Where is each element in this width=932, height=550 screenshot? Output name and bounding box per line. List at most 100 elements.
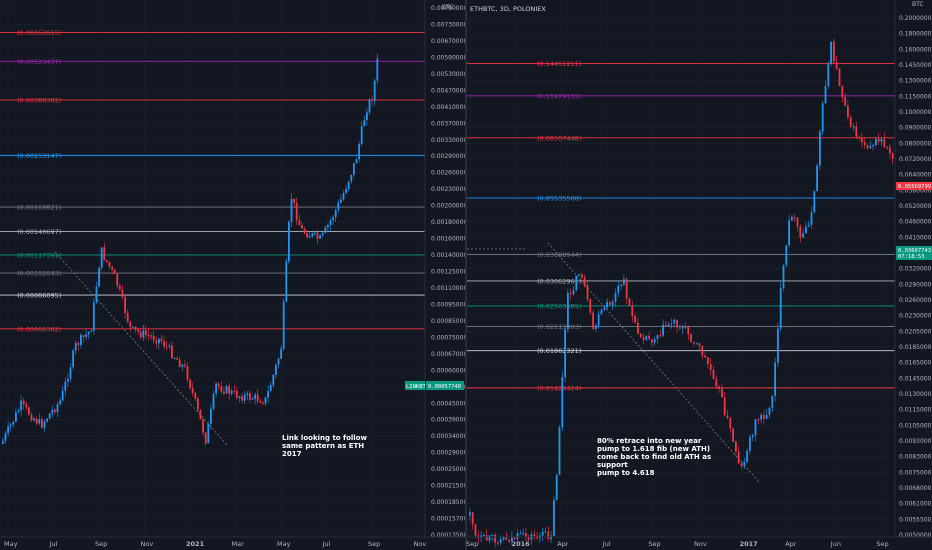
candle-body [171, 345, 173, 359]
candle-body [324, 227, 327, 233]
candle-body [249, 393, 251, 400]
candle-body [541, 531, 544, 536]
candle-body [578, 274, 580, 276]
candle-body [132, 326, 134, 328]
candle-body [93, 302, 95, 331]
candle-body [220, 386, 223, 392]
x-tick-label: 2016 [512, 540, 531, 548]
candle-body [280, 348, 282, 359]
right-x-axis: Sep 2016 Apr Jul Sep Nov 2017 Apr Jun Sep [466, 540, 889, 548]
right-fib-levels: (0.14451211) (0.11479135) (0.08507448) (0.0… [467, 60, 895, 392]
candle-body [90, 330, 93, 332]
y-tick-label: 0.00730000 [431, 21, 467, 28]
y-tick-label: 0.01050000 [899, 422, 932, 429]
candle-body [176, 358, 178, 360]
y-tick-label: 0.01850000 [899, 344, 932, 351]
y-tick-label: 0.00500000 [899, 532, 932, 539]
candle-body [165, 346, 168, 348]
ethbtc-panel[interactable]: (0.14451211) (0.11479135) (0.08507448) (0.0… [466, 0, 932, 548]
candle-body [645, 335, 648, 340]
candle-body [311, 233, 314, 237]
candle-body [838, 68, 841, 87]
candle-body [54, 409, 56, 413]
candle-body [103, 247, 106, 261]
candle-body [667, 324, 670, 327]
y-tick-label: 0.00029000 [431, 450, 467, 457]
candle-body [508, 539, 510, 542]
candle-body [64, 381, 67, 391]
candle-body [22, 400, 25, 405]
candle-body [241, 396, 243, 401]
candle-body [168, 345, 171, 347]
candle-body [199, 409, 202, 420]
y-tick-label: 0.00410000 [431, 104, 467, 111]
candle-body [119, 285, 121, 290]
candle-body [816, 165, 818, 192]
y-tick-label: 0.00530000 [431, 71, 467, 78]
fib-level-label: (0.05535568) [537, 195, 581, 203]
candle-body [603, 307, 606, 310]
y-tick-label: 0.02900000 [899, 281, 932, 288]
candle-body [600, 309, 603, 315]
candle-body [589, 299, 592, 313]
candle-body [802, 233, 804, 238]
candle-body [527, 537, 530, 540]
candle-body [210, 408, 212, 425]
candle-body [72, 350, 74, 368]
fib-level-label: (0.00117391) [17, 251, 61, 259]
candle-body [765, 414, 768, 419]
candle-body [189, 379, 191, 389]
candle-body [262, 402, 264, 404]
candle-body [799, 226, 802, 238]
candle-body [793, 217, 796, 219]
price-flag-time: 07:18:53 [898, 254, 925, 260]
candle-body [152, 335, 155, 341]
left-fib-levels: (0.00653615) (0.00523437) (0.00388302) (0.0… [0, 29, 425, 333]
candle-body [676, 319, 678, 328]
candle-body [544, 531, 547, 533]
candle-body [259, 401, 262, 403]
candle-body [295, 202, 298, 221]
candle-body [569, 292, 572, 295]
fib-level-label: (0.03698944) [537, 251, 581, 259]
left-symbol-flag [405, 381, 425, 390]
y-tick-label: 0.04100000 [899, 234, 932, 241]
candle-body [698, 343, 701, 346]
candle-body [371, 99, 373, 101]
fib-level-label: (0.08507448) [537, 134, 581, 142]
candle-body [238, 396, 241, 399]
candle-body [469, 512, 471, 516]
candle-body [225, 386, 228, 394]
y-tick-label: 0.00075000 [431, 334, 467, 341]
y-tick-label: 0.00025000 [431, 466, 467, 473]
fib-level-label: (0.00066362) [17, 325, 61, 333]
candle-body [746, 450, 748, 462]
y-tick-label: 0.05800000 [899, 187, 932, 194]
x-tick-label: 2021 [186, 540, 205, 548]
x-tick-label: May [277, 540, 291, 548]
candle-body [4, 433, 7, 441]
right-annotation-line: support [597, 461, 628, 469]
y-tick-label: 0.00670000 [431, 38, 467, 45]
candle-body [709, 364, 712, 370]
candle-body [48, 413, 51, 419]
y-tick-label: 0.00060000 [431, 367, 467, 374]
fib-level-label: (0.11479135) [537, 92, 581, 100]
candle-body [474, 524, 477, 536]
candle-body [516, 533, 519, 539]
right-annotation-line: pump to 1.618 fib (new ATH) [597, 445, 710, 453]
candle-body [293, 198, 295, 203]
candle-body [301, 225, 303, 229]
candle-body [852, 126, 855, 128]
candle-body [771, 395, 774, 408]
candle-body [51, 409, 54, 414]
candle-body [726, 415, 729, 418]
linkbtc-panel[interactable]: (0.00653615) (0.00523437) (0.00388302) (0.0… [0, 0, 467, 548]
left-annotation: Link looking to follow same pattern as E… [282, 434, 367, 458]
candle-body [721, 388, 723, 398]
left-unit-label: BTC [442, 4, 454, 11]
candle-body [28, 407, 30, 415]
candle-body [181, 364, 184, 368]
right-unit-label: BTC [912, 1, 924, 8]
